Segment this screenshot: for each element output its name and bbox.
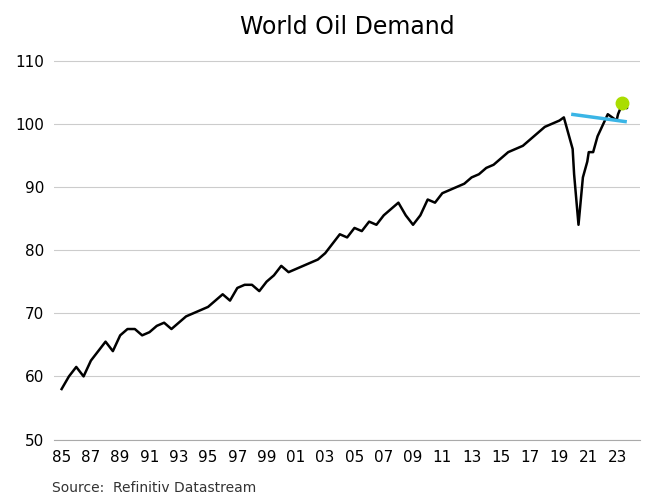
Title: World Oil Demand: World Oil Demand bbox=[240, 15, 455, 39]
Text: Source:  Refinitiv Datastream: Source: Refinitiv Datastream bbox=[52, 481, 257, 495]
